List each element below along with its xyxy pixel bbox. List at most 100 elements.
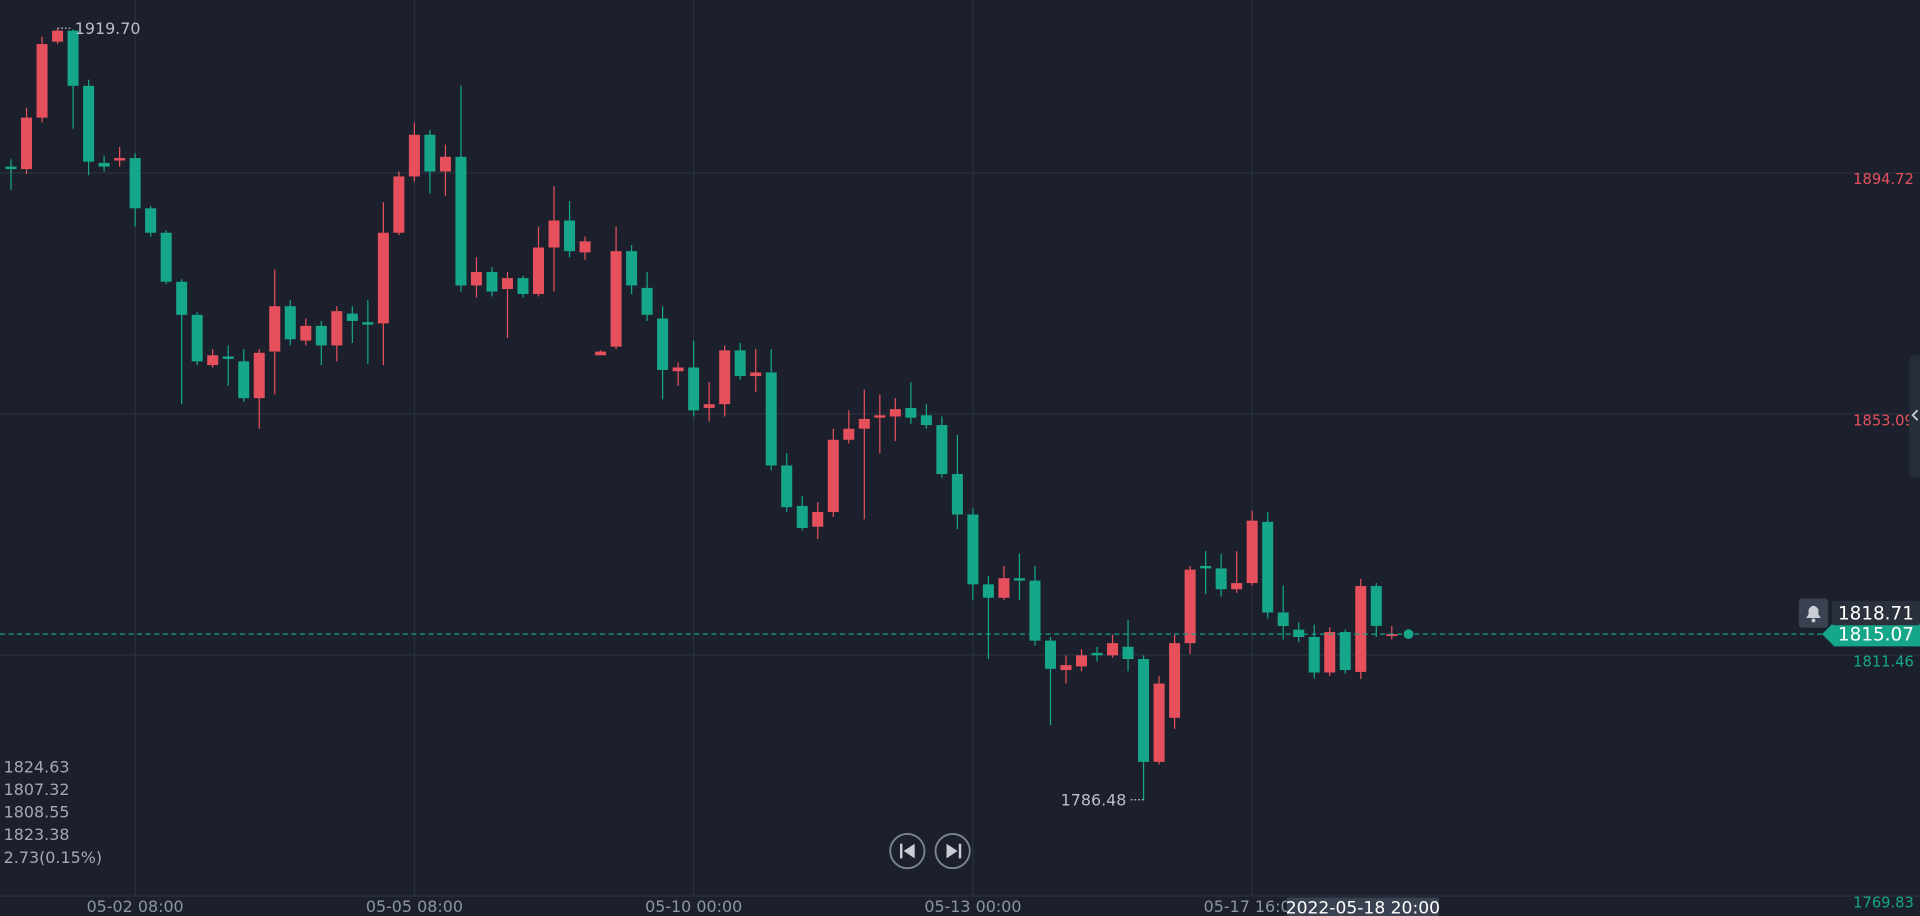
candle-body [1215,568,1227,590]
candle-body [688,367,700,411]
candle-body [501,278,513,290]
candle-body [765,372,777,466]
candle-body [1153,683,1165,762]
candle-body [734,350,746,377]
candle-body [284,306,296,340]
candle-body [951,474,963,515]
candle-body [300,325,312,341]
candle-body [703,404,715,408]
candle-body [827,439,839,513]
next-button[interactable] [934,833,971,870]
candle-body [1075,655,1088,667]
candle-body [1200,565,1212,569]
candle-body [595,351,607,356]
candle-body [889,409,901,417]
candle-body [207,355,219,366]
y-tick-label: 1894.72 [1853,171,1914,188]
y-tick-label: 1853.09 [1853,412,1914,429]
candle-body [641,287,653,315]
candle-body [843,428,855,440]
candle-body [145,208,157,233]
candle-body [1122,646,1134,660]
candle-body [377,232,389,324]
candle-body [548,220,560,248]
annotation-label: 1919.70 [75,19,141,38]
candle-body [331,311,343,346]
last-price-dot [1403,629,1414,640]
candle-body [657,318,669,370]
candle-body [1013,578,1025,581]
candle-body [1370,586,1382,626]
candle-body [238,361,250,399]
candle-body [362,322,374,325]
candle-body [253,352,265,399]
candle-body [1246,520,1258,584]
candle-body [1308,636,1320,673]
candle-body [129,158,141,209]
candle-body [564,220,576,252]
candle-body [83,85,95,162]
candle-body [517,278,529,295]
candle-body [486,271,498,292]
candle-body [21,117,33,170]
crosshair-time-label: 2022-05-18 20:00 [1286,899,1440,916]
candle-body [1091,652,1103,656]
candle-body [532,247,545,295]
candle-body [905,407,917,418]
candle-body [1339,632,1351,671]
alert-price-box [1831,600,1920,626]
candle-body [626,251,638,286]
candle-body [1386,634,1398,636]
info-value: 2.73(0.15%) [4,848,102,867]
candle-body [1277,612,1289,626]
x-tick-label: 05-10 00:00 [645,897,742,916]
candle-body [346,313,358,321]
prev-button[interactable] [889,833,926,870]
candle-body [439,156,451,172]
info-value: 1824.63 [4,757,70,776]
candle-body [1044,640,1056,669]
x-tick-label: 05-17 16:00 [1204,897,1301,916]
alert-price-label: 1818.71 [1838,603,1914,624]
last-price-box [1822,621,1920,647]
candle-body [1138,659,1150,762]
candle-body [160,232,172,282]
x-tick-label: 05-05 08:00 [366,897,463,916]
candle-body [750,372,762,377]
candle-body [781,465,793,508]
candle-body [36,44,48,118]
nav-buttons [889,833,971,870]
candles [5,28,1398,800]
candle-body [191,314,203,362]
candle-body [470,271,482,286]
info-value: 1823.38 [4,825,70,844]
candle-body [982,584,994,598]
candle-body [858,418,870,429]
candle-body [719,350,731,405]
x-tick-label: 05-13 00:00 [924,897,1021,916]
candle-body [1107,643,1119,656]
candle-body [455,156,467,286]
candle-body [1029,580,1041,641]
candle-body [408,134,420,177]
candle-body [393,176,405,233]
alert-bell-icon [1806,605,1821,618]
candle-body [967,514,979,585]
x-tick-label: 05-02 08:00 [87,897,184,916]
info-value: 1808.55 [4,803,70,822]
candle-body [1355,586,1367,672]
alert-bell[interactable] [1798,598,1829,628]
side-tab[interactable] [1908,355,1920,478]
candle-body [5,166,17,170]
y-tick-label: 1769.83 [1853,894,1914,911]
candle-body [1262,521,1274,613]
candle-body [269,306,281,352]
candle-body [920,415,932,426]
candle-body [579,241,591,253]
candle-body [52,30,64,42]
candle-body [1231,583,1243,590]
